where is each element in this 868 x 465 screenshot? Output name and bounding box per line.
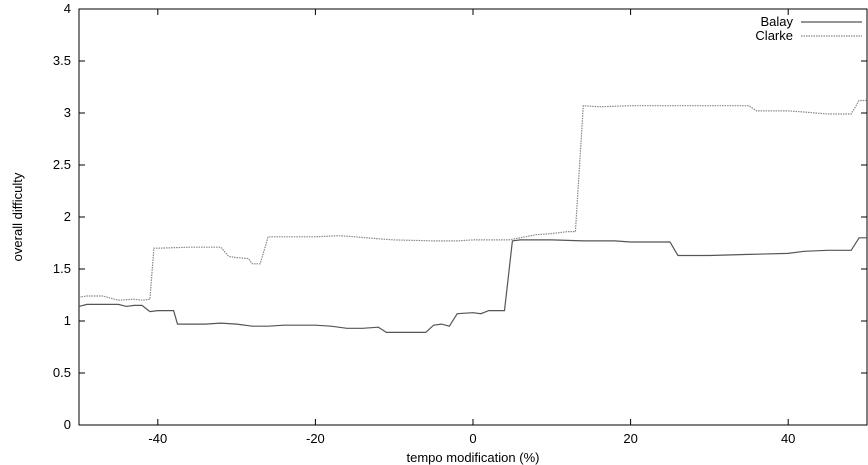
x-tick-label: -40: [148, 431, 167, 446]
series-line-balay: [78, 237, 867, 333]
y-tick-label: 2.5: [53, 157, 71, 172]
x-axis: -40 -20 0 20 40: [148, 9, 795, 446]
x-axis-label: tempo modification (%): [407, 450, 540, 465]
legend-label-balay: Balay: [760, 14, 793, 29]
legend-label-clarke: Clarke: [755, 28, 793, 43]
y-tick-label: 0.5: [53, 365, 71, 380]
y-tick-label: 1: [64, 313, 71, 328]
x-tick-label: -20: [306, 431, 325, 446]
x-tick-label: 20: [623, 431, 637, 446]
y-tick-label: 3: [64, 105, 71, 120]
x-tick-label: 0: [469, 431, 476, 446]
y-tick-label: 2: [64, 209, 71, 224]
series-group: [78, 99, 867, 333]
series-line-clarke: [78, 99, 867, 301]
x-tick-label: 40: [781, 431, 795, 446]
y-tick-label: 1.5: [53, 261, 71, 276]
plot-frame: [78, 8, 868, 426]
y-tick-label: 3.5: [53, 53, 71, 68]
y-axis: 0 0.5 1 1.5 2 2.5 3 3.5 4: [53, 1, 867, 432]
y-axis-label: overall difficulty: [10, 172, 25, 261]
y-tick-label: 0: [64, 417, 71, 432]
y-tick-label: 4: [64, 1, 71, 16]
